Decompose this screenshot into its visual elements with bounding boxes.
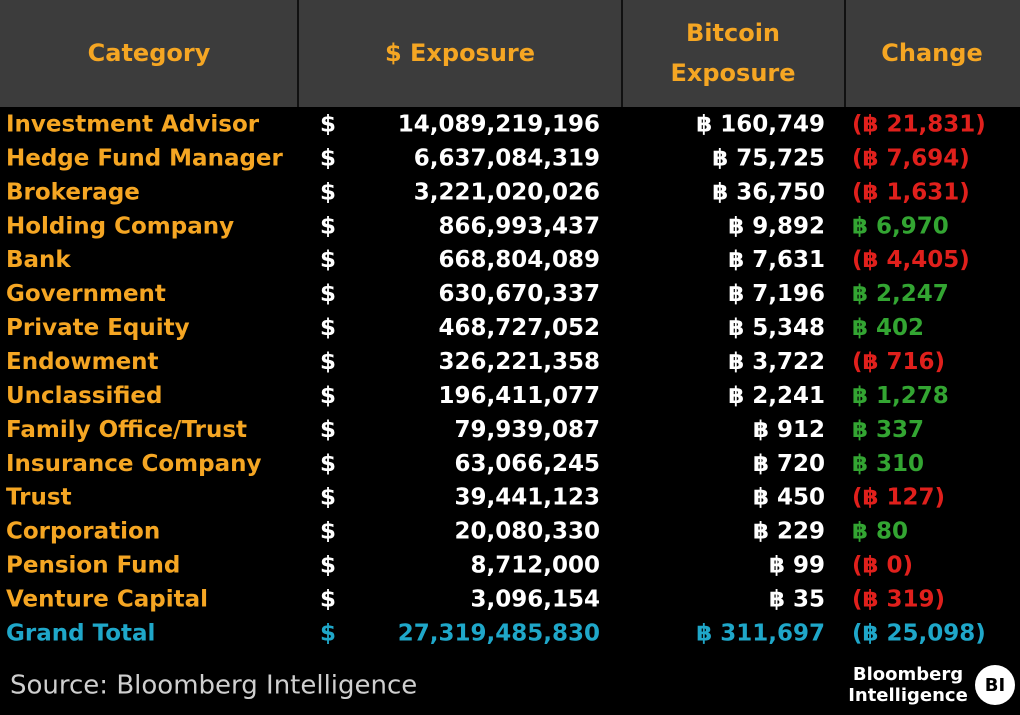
bitcoin-cell: ฿ 5,348 [728, 315, 825, 341]
change-cell: (฿ 127) [852, 485, 945, 511]
bitcoin-cell: ฿ 3,722 [728, 349, 825, 375]
dollar-sign: $ [320, 179, 336, 205]
bitcoin-cell: ฿ 75,725 [712, 145, 825, 171]
bitcoin-cell: ฿ 160,749 [696, 112, 825, 138]
header-band [0, 0, 1020, 107]
dollar-sign: $ [320, 451, 336, 477]
category-cell: Family Office/Trust [6, 417, 247, 443]
bitcoin-cell: ฿ 2,241 [728, 383, 825, 409]
category-cell: Unclassified [6, 383, 162, 409]
change-cell: (฿ 1,631) [852, 179, 970, 205]
logo-line: Bloomberg [853, 664, 963, 685]
dollar-sign: $ [320, 383, 336, 409]
exposure-cell: 468,727,052 [438, 315, 600, 341]
category-cell: Brokerage [6, 179, 140, 205]
change-cell: ฿ 2,247 [852, 281, 949, 307]
exposure-cell: 668,804,089 [438, 247, 600, 273]
source-note: Source: Bloomberg Intelligence [10, 671, 417, 701]
column-header: Bitcoin [686, 19, 780, 47]
change-cell: ฿ 337 [852, 417, 924, 443]
bitcoin-cell: ฿ 35 [769, 587, 825, 613]
change-cell: (฿ 4,405) [852, 247, 970, 273]
category-cell: Holding Company [6, 213, 234, 239]
column-header: Change [881, 39, 982, 67]
category-cell: Trust [6, 485, 72, 511]
bitcoin-cell: ฿ 912 [753, 417, 825, 443]
dollar-sign: $ [320, 145, 336, 171]
dollar-sign: $ [320, 315, 336, 341]
exposure-cell: 6,637,084,319 [414, 145, 600, 171]
category-cell: Endowment [6, 349, 159, 375]
dollar-sign: $ [320, 620, 336, 646]
dollar-sign: $ [320, 485, 336, 511]
exposure-cell: 630,670,337 [438, 281, 600, 307]
change-cell: (฿ 0) [852, 553, 913, 579]
exposure-cell: 27,319,485,830 [398, 620, 600, 646]
exposure-cell: 14,089,219,196 [398, 112, 600, 138]
change-cell: ฿ 80 [852, 519, 908, 545]
logo-line: Intelligence [848, 685, 968, 706]
category-cell: Corporation [6, 519, 160, 545]
exposure-cell: 3,221,020,026 [414, 179, 600, 205]
dollar-sign: $ [320, 112, 336, 138]
change-cell: ฿ 1,278 [852, 383, 949, 409]
change-cell: (฿ 716) [852, 349, 945, 375]
exposure-cell: 39,441,123 [454, 485, 600, 511]
category-cell: Investment Advisor [6, 112, 260, 138]
dollar-sign: $ [320, 213, 336, 239]
category-cell: Venture Capital [6, 587, 208, 613]
change-cell: (฿ 319) [852, 587, 945, 613]
bitcoin-cell: ฿ 311,697 [696, 620, 825, 646]
category-cell: Hedge Fund Manager [6, 145, 284, 171]
bitcoin-cell: ฿ 450 [753, 485, 825, 511]
dollar-sign: $ [320, 247, 336, 273]
dollar-sign: $ [320, 519, 336, 545]
bitcoin-cell: ฿ 36,750 [712, 179, 825, 205]
bitcoin-cell: ฿ 7,631 [728, 247, 825, 273]
column-header: $ Exposure [385, 39, 535, 67]
category-cell: Bank [6, 247, 71, 273]
bitcoin-cell: ฿ 229 [753, 519, 825, 545]
exposure-cell: 866,993,437 [438, 213, 600, 239]
exposure-cell: 63,066,245 [454, 451, 600, 477]
dollar-sign: $ [320, 553, 336, 579]
change-cell: ฿ 402 [852, 315, 924, 341]
exposure-cell: 8,712,000 [471, 553, 601, 579]
bitcoin-cell: ฿ 720 [753, 451, 825, 477]
category-cell: Grand Total [6, 620, 155, 646]
change-cell: ฿ 6,970 [852, 213, 949, 239]
exposure-cell: 20,080,330 [454, 519, 600, 545]
dollar-sign: $ [320, 281, 336, 307]
exposure-cell: 196,411,077 [438, 383, 600, 409]
exposure-cell: 326,221,358 [438, 349, 600, 375]
change-cell: (฿ 7,694) [852, 145, 970, 171]
bitcoin-cell: ฿ 9,892 [728, 213, 825, 239]
category-cell: Private Equity [6, 315, 190, 341]
category-cell: Insurance Company [6, 451, 261, 477]
bitcoin-cell: ฿ 99 [769, 553, 825, 579]
column-header: Exposure [670, 59, 795, 87]
bitcoin-cell: ฿ 7,196 [728, 281, 825, 307]
dollar-sign: $ [320, 349, 336, 375]
exposure-cell: 79,939,087 [454, 417, 600, 443]
category-cell: Pension Fund [6, 553, 180, 579]
dollar-sign: $ [320, 587, 336, 613]
change-cell: (฿ 25,098) [852, 620, 986, 646]
exposure-cell: 3,096,154 [471, 587, 601, 613]
column-header: Category [88, 39, 211, 67]
change-cell: (฿ 21,831) [852, 112, 986, 138]
logo-badge [975, 665, 1015, 705]
category-cell: Government [6, 281, 166, 307]
logo-badge-text: BI [985, 675, 1005, 696]
dollar-sign: $ [320, 417, 336, 443]
change-cell: ฿ 310 [852, 451, 924, 477]
